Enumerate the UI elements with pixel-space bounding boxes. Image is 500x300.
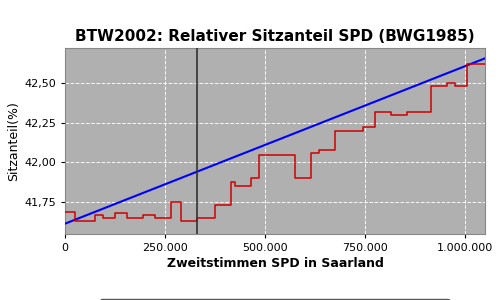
Y-axis label: Sitzanteil(%): Sitzanteil(%) <box>7 101 20 181</box>
X-axis label: Zweitstimmen SPD in Saarland: Zweitstimmen SPD in Saarland <box>166 257 384 270</box>
Legend: Sitzanteil real, Sitzanteil ideal, Wahlergebnis: Sitzanteil real, Sitzanteil ideal, Wahle… <box>100 299 450 300</box>
Title: BTW2002: Relativer Sitzanteil SPD (BWG1985): BTW2002: Relativer Sitzanteil SPD (BWG19… <box>75 29 475 44</box>
